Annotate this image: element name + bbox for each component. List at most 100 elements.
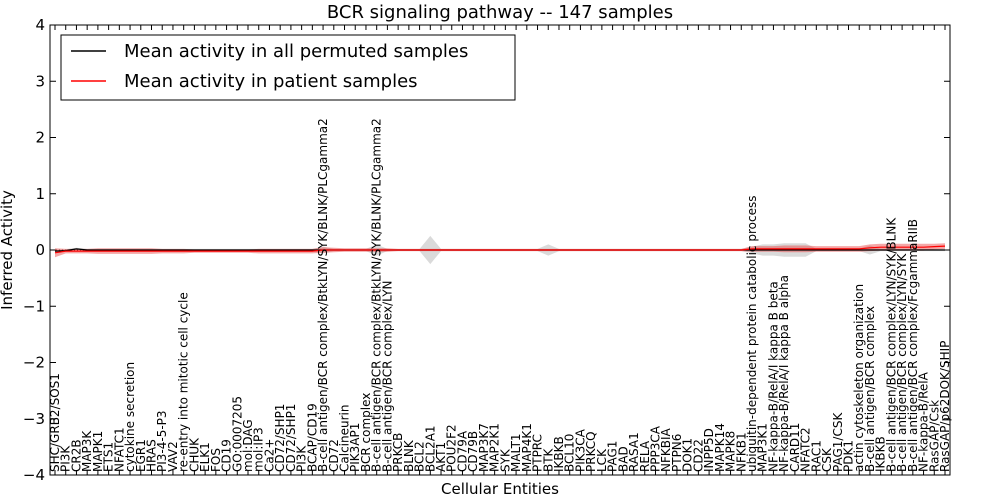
x-tick-label: NF-kappa-B/RelA/I kappa B beta — [766, 281, 780, 472]
x-tick-label: CD19 — [220, 439, 234, 472]
x-tick-label: NF-kappa-B/RelA/I kappa B alpha — [777, 275, 791, 472]
x-tick-label: PDK1 — [842, 440, 856, 472]
y-axis-label: Inferred Activity — [0, 190, 16, 310]
x-tick-label: NF-kappa-B/RelA — [917, 371, 931, 472]
x-tick-label: POU2F2 — [445, 424, 459, 472]
y-tick-label: −2 — [23, 354, 45, 372]
x-tick-label: cytokine secretion — [123, 362, 137, 472]
x-tick-label: PIK3CA — [573, 428, 587, 472]
x-tick-label: CHUK — [187, 437, 201, 472]
x-tick-label: CD72/SHP1 — [273, 404, 287, 472]
y-tick-label: 2 — [35, 129, 45, 147]
x-tick-label: INPP5D — [702, 428, 716, 472]
series-line — [54, 245, 946, 254]
x-tick-label: PIK3AP1 — [348, 423, 362, 472]
x-tick-label: MAP3K1 — [756, 423, 770, 472]
x-tick-label: B-cell antigen/BCR complex/LYN — [380, 280, 394, 472]
x-tick-label: PTPRC — [531, 434, 545, 472]
x-tick-label: PAG1 — [606, 441, 620, 472]
x-tick-label: SYK — [498, 448, 512, 472]
plot-area: 43210−1−2−3−4SHC/GRB2/SOS1PI3KCR2BMAP3KM… — [23, 16, 952, 484]
x-tick-label: NFATC2 — [799, 427, 813, 472]
x-tick-label: CD79A — [456, 430, 470, 472]
x-tick-label: MAP3K7 — [477, 423, 491, 472]
x-tick-label: PPP3CA — [649, 425, 663, 472]
x-tick-label: PI3K — [59, 445, 73, 472]
x-tick-label: B-cell antigen/BCR complex — [863, 306, 877, 472]
x-tick-label: NFKB1 — [734, 432, 748, 472]
x-tick-label: MALT1 — [509, 433, 523, 472]
x-tick-label: EGR1 — [134, 439, 148, 472]
x-tick-label: CD22 — [691, 439, 705, 472]
x-tick-label: RELA — [638, 440, 652, 472]
x-tick-label: IKBKB — [552, 436, 566, 472]
x-tick-label: RasGAP/p62DOK/SHIP — [938, 341, 952, 472]
x-tick-label: MAP3K — [80, 430, 94, 472]
x-tick-label: CR2B — [69, 439, 83, 472]
x-tick-label: PI3K — [295, 445, 309, 472]
legend-box — [60, 34, 516, 101]
x-tick-label: BCR complex — [359, 393, 373, 472]
x-tick-label: BCL2A1 — [423, 425, 437, 472]
x-tick-label: IKBKB — [874, 436, 888, 472]
legend-label: Mean activity in patient samples — [124, 71, 418, 92]
x-tick-label: BTK — [541, 447, 555, 472]
y-tick-label: 3 — [35, 72, 45, 90]
x-tick-label: AKT1 — [434, 442, 448, 472]
x-tick-label: CSK — [820, 447, 834, 472]
x-tick-label: MAPK8 — [724, 431, 738, 472]
x-tick-label: ubiquitin-dependent protein catabolic pr… — [745, 196, 759, 472]
x-tick-label: MAPK1 — [91, 431, 105, 472]
x-tick-label: PTPN6 — [670, 434, 684, 472]
x-tick-label: mol:IP3 — [252, 427, 266, 472]
x-axis-label: Cellular Entities — [441, 480, 559, 498]
x-tick-label: PRKCQ — [584, 431, 598, 472]
x-tick-label: BLNK — [402, 439, 416, 472]
x-tick-label: Ca2+ — [263, 439, 277, 472]
x-tick-label: BCL2 — [413, 441, 427, 472]
x-tick-label: ETS1 — [102, 442, 116, 472]
x-tick-label: MAP2K1 — [488, 423, 502, 472]
x-tick-label: DOK1 — [681, 438, 695, 472]
x-tick-label: LCK — [595, 448, 609, 472]
x-tick-label: RAC1 — [809, 440, 823, 472]
x-tick-label: ELK1 — [198, 442, 212, 472]
y-tick-label: 0 — [35, 241, 45, 259]
x-tick-label: BCL10 — [563, 434, 577, 472]
x-tick-label: BCAP/CD19 — [305, 403, 319, 472]
x-tick-label: SHC/GRB2/SOS1 — [48, 373, 62, 472]
x-tick-label: CD72 — [327, 439, 341, 472]
x-tick-label: RASA1 — [627, 432, 641, 472]
y-tick-label: −4 — [23, 466, 45, 484]
x-tick-label: B-cell antigen/BCR complex/LYN/SYK/BLNK — [884, 217, 898, 472]
x-tick-label: NFATC1 — [112, 427, 126, 472]
y-tick-label: 1 — [35, 185, 45, 203]
x-tick-label: B-cell antigen/BCR complex/BtkLYN/SYK/BL… — [370, 118, 384, 472]
y-tick-label: −1 — [23, 297, 45, 315]
x-tick-label: BAD — [616, 446, 630, 472]
legend: Mean activity in all permuted samples Mea… — [60, 34, 516, 101]
x-tick-label: CD79B — [466, 431, 480, 472]
chart-title: BCR signaling pathway -- 147 samples — [327, 2, 673, 23]
x-tick-label: B-cell antigen/BCR complex/BtkLYN/SYK/BL… — [316, 118, 330, 472]
x-tick-label: HRAS — [145, 439, 159, 472]
x-tick-label: CARD11 — [788, 423, 802, 472]
y-tick-label: −3 — [23, 410, 45, 428]
x-tick-label: CD72/SHP1 — [284, 404, 298, 472]
x-tick-label: mol:DAG — [241, 419, 255, 472]
x-tick-label: actin cytoskeleton organization — [852, 284, 866, 472]
x-tick-label: PI3-4-5-P3 — [155, 410, 169, 472]
x-tick-label: B-cell antigen/BCR complex/FcgammaRIIB — [906, 219, 920, 472]
x-tick-label: MAP4K1 — [520, 423, 534, 472]
x-tick-label: RasGAP/Csk — [927, 400, 941, 472]
x-tick-label: PAG1/CSK — [831, 412, 845, 472]
x-tick-label: NFKBIA — [659, 427, 673, 472]
x-tick-label: GO:0007205 — [230, 396, 244, 472]
x-tick-label: B-cell antigen/BCR complex/LYN/SYK — [895, 252, 909, 472]
x-tick-label: VAV2 — [166, 441, 180, 472]
x-tick-label: Calcineurin — [338, 405, 352, 472]
x-tick-label: MAPK14 — [713, 423, 727, 472]
x-tick-label: PRKCB — [391, 433, 405, 472]
x-tick-label: re-entry into mitotic cell cycle — [177, 292, 191, 472]
